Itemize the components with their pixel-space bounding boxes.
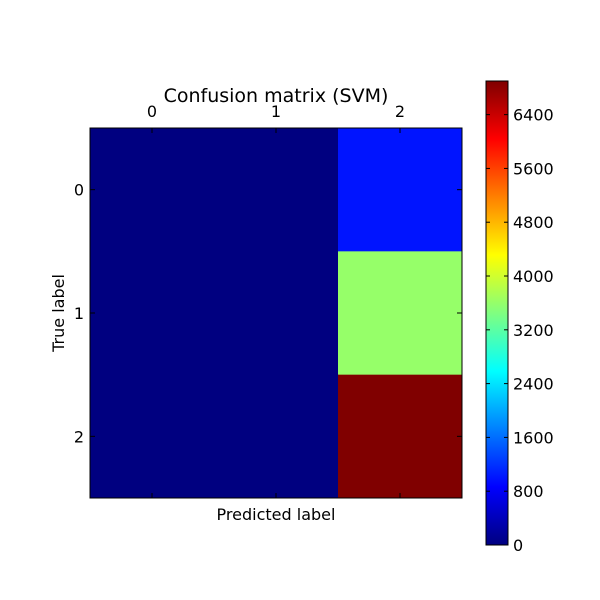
matrix-ticks: 0 1 2 0 1 2	[74, 102, 462, 498]
x-tick-label-2: 2	[395, 102, 405, 121]
matrix-cells	[90, 128, 463, 499]
x-tick-label-0: 0	[147, 102, 157, 121]
matrix-cell-1-2	[338, 251, 463, 376]
x-tick-label-1: 1	[271, 102, 281, 121]
colorbar-tick-label-3: 2400	[513, 375, 554, 394]
colorbar-tick-label-7: 5600	[513, 159, 554, 178]
matrix-cell-2-2	[338, 374, 463, 499]
matrix-cell-0-1	[214, 128, 339, 252]
colorbar: 0 800 1600 2400 3200 4000 4800 5600 6400	[485, 80, 554, 555]
y-tick-label-1: 1	[74, 304, 84, 323]
chart-title: Confusion matrix (SVM)	[164, 85, 389, 107]
colorbar-tick-label-5: 4000	[513, 267, 554, 286]
matrix-cell-0-0	[90, 128, 215, 252]
colorbar-tick-label-2: 1600	[513, 428, 554, 447]
matrix-cell-2-0	[90, 374, 215, 499]
colorbar-gradient	[485, 80, 509, 546]
y-tick-label-2: 2	[74, 427, 84, 446]
colorbar-tick-label-4: 3200	[513, 321, 554, 340]
colorbar-tick-label-6: 4800	[513, 213, 554, 232]
matrix-cell-2-1	[214, 374, 339, 499]
matrix-cell-0-2	[338, 128, 463, 252]
colorbar-tick-label-8: 6400	[513, 106, 554, 125]
matrix-cell-1-1	[214, 251, 339, 376]
y-tick-label-0: 0	[74, 181, 84, 200]
y-axis-label: True label	[49, 274, 68, 353]
colorbar-tick-label-0: 0	[513, 536, 523, 555]
colorbar-tick-label-1: 800	[513, 482, 544, 501]
matrix-cell-1-0	[90, 251, 215, 376]
x-axis-label: Predicted label	[217, 505, 336, 524]
